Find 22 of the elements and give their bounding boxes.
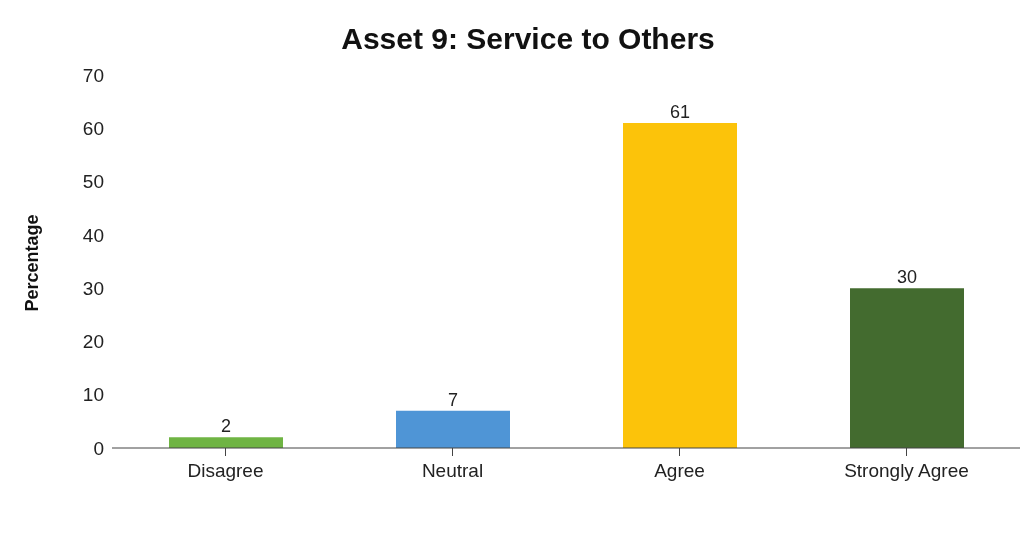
y-tick-label: 60	[82, 118, 104, 140]
y-tick-label: 40	[82, 224, 104, 246]
y-tick-label: 20	[82, 331, 104, 353]
x-tick-label: Strongly Agree	[844, 460, 969, 482]
bar	[169, 437, 283, 448]
chart-title: Asset 9: Service to Others	[340, 22, 716, 56]
bar	[396, 410, 510, 448]
data-label: 7	[447, 389, 459, 410]
data-label: 2	[220, 416, 232, 437]
y-tick-label: 0	[93, 437, 104, 459]
data-label: 61	[669, 101, 691, 122]
y-axis-title: Percentage	[21, 214, 43, 312]
y-tick-label: 50	[82, 171, 104, 193]
y-tick-label: 70	[82, 64, 104, 86]
y-tick-label: 30	[82, 277, 104, 299]
y-tick-label: 10	[82, 384, 104, 406]
x-tick-label: Neutral	[421, 460, 484, 482]
bar	[850, 288, 964, 448]
x-tick-label: Agree	[654, 460, 705, 482]
x-tick-label: Disagree	[187, 460, 264, 482]
data-label: 30	[896, 267, 918, 288]
bar	[623, 122, 737, 448]
